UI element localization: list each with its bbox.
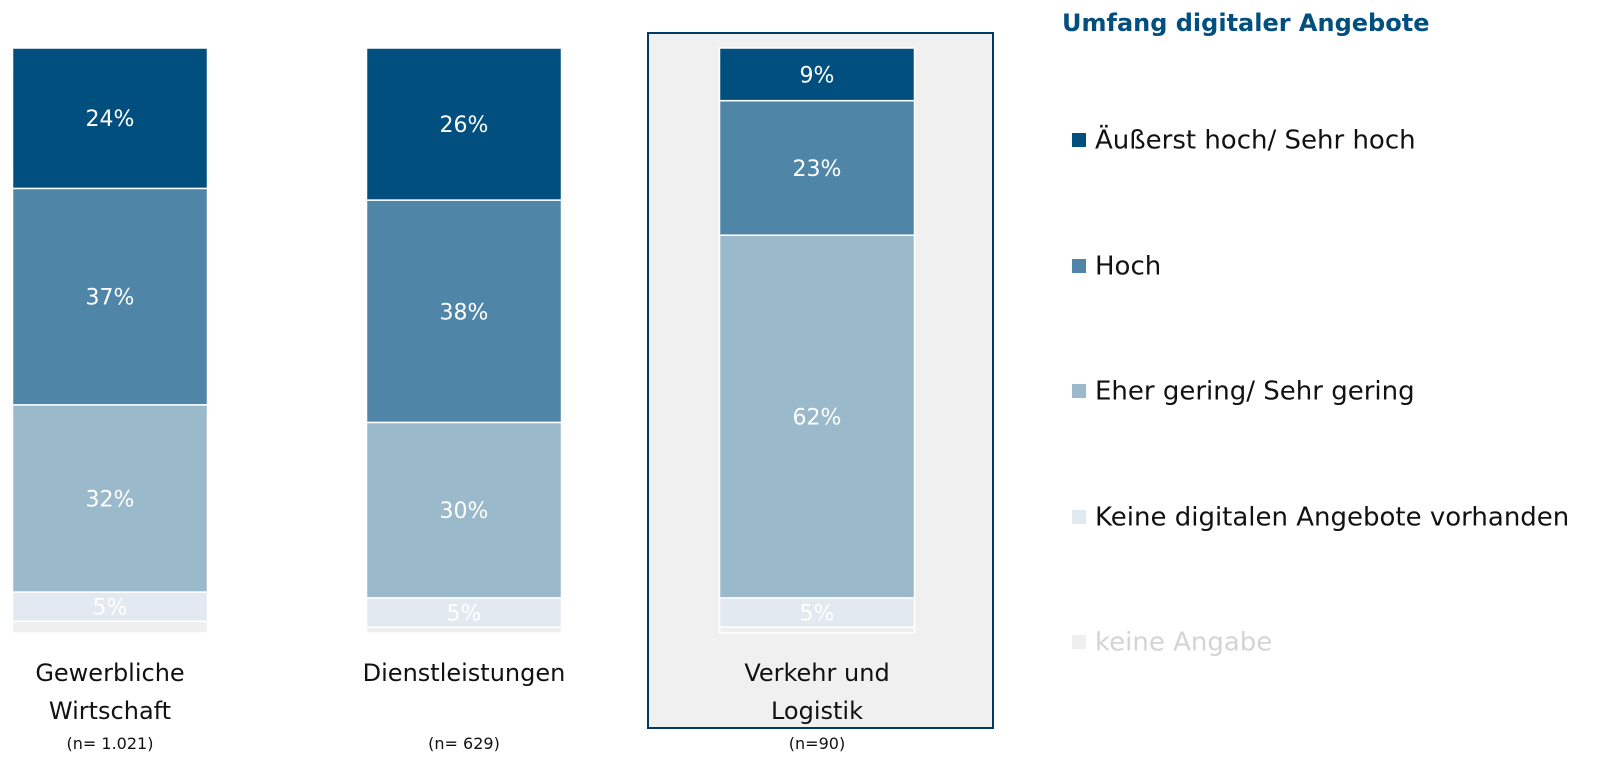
bar-segment bbox=[11, 404, 209, 593]
sample-size: (n=90) bbox=[788, 734, 846, 753]
value-label: 26% bbox=[440, 113, 489, 138]
legend-swatch bbox=[1072, 259, 1086, 273]
bar-segment bbox=[718, 234, 916, 599]
bar-segment bbox=[11, 187, 209, 406]
value-label: 9% bbox=[800, 63, 835, 88]
legend-swatch bbox=[1072, 133, 1086, 147]
value-label: 5% bbox=[800, 602, 835, 627]
bar-segment bbox=[11, 620, 209, 634]
legend-label: Äußerst hoch/ Sehr hoch bbox=[1095, 124, 1416, 156]
value-label: 62% bbox=[793, 406, 842, 431]
category-label: Verkehr und Logistik bbox=[744, 659, 890, 725]
legend-label: Hoch bbox=[1095, 252, 1161, 282]
value-label: 38% bbox=[440, 300, 489, 325]
value-label: 37% bbox=[86, 286, 135, 311]
bar-segment bbox=[365, 199, 563, 424]
legend-swatch bbox=[1072, 384, 1086, 398]
bar-segment bbox=[718, 47, 916, 102]
value-label: 30% bbox=[440, 499, 489, 524]
bar-segment bbox=[365, 421, 563, 599]
legend-swatch bbox=[1072, 635, 1086, 649]
category-label: Gewerbliche Wirtschaft bbox=[35, 659, 185, 725]
bar-segment bbox=[718, 597, 916, 628]
value-label: 5% bbox=[447, 602, 482, 627]
sample-size: (n= 1.021) bbox=[66, 734, 154, 753]
legend-label: Eher gering/ Sehr gering bbox=[1095, 377, 1415, 407]
legend-label: Keine digitalen Angebote vorhanden bbox=[1095, 503, 1569, 533]
legend-swatch bbox=[1072, 510, 1086, 524]
bar-segment bbox=[365, 626, 563, 634]
bar-segment bbox=[365, 47, 563, 201]
bar-segment bbox=[718, 99, 916, 236]
category-label: Dienstleistungen bbox=[362, 659, 566, 687]
bar-segment bbox=[365, 597, 563, 628]
value-label: 5% bbox=[93, 596, 128, 621]
bar-segment bbox=[11, 47, 209, 190]
bar-segment bbox=[718, 626, 916, 634]
value-label: 23% bbox=[793, 157, 842, 182]
sample-size: (n= 629) bbox=[428, 734, 500, 753]
legend-label: keine Angabe bbox=[1095, 628, 1272, 658]
legend-title: Umfang digitaler Angebote bbox=[1062, 9, 1429, 37]
value-label: 24% bbox=[86, 107, 135, 132]
value-label: 32% bbox=[86, 487, 135, 512]
